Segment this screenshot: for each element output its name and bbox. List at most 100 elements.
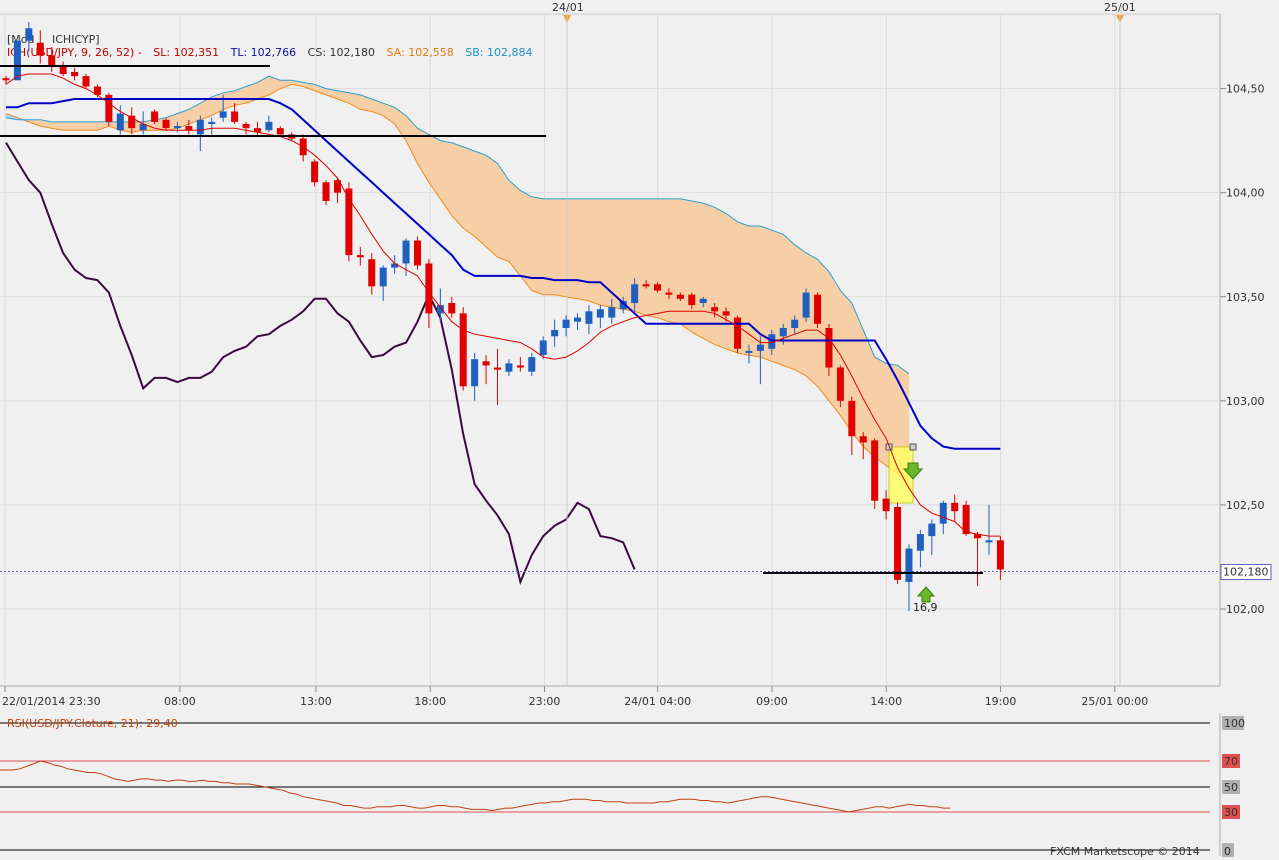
candle[interactable] xyxy=(368,253,376,295)
candle[interactable] xyxy=(642,280,650,289)
candle[interactable] xyxy=(928,519,936,555)
candle[interactable] xyxy=(539,336,547,360)
rsi-plot-area[interactable] xyxy=(0,713,1220,856)
candle[interactable] xyxy=(356,246,364,266)
candle[interactable] xyxy=(905,544,913,612)
header-cs: CS: 102,180 xyxy=(308,46,375,59)
candle-body xyxy=(848,400,856,437)
candle-body xyxy=(699,298,707,304)
candle[interactable] xyxy=(13,40,21,81)
rsi-tag-100 xyxy=(1222,716,1244,730)
candle[interactable] xyxy=(231,103,239,124)
cloud-segment xyxy=(85,121,98,131)
candle[interactable] xyxy=(493,348,501,405)
candle[interactable] xyxy=(574,313,581,331)
candle[interactable] xyxy=(699,296,707,308)
candle[interactable] xyxy=(734,315,742,353)
candle[interactable] xyxy=(413,236,421,270)
candle[interactable] xyxy=(25,22,33,52)
candle[interactable] xyxy=(916,529,924,568)
candle[interactable] xyxy=(208,117,216,135)
candle[interactable] xyxy=(894,502,902,585)
candle[interactable] xyxy=(711,303,719,318)
candle[interactable] xyxy=(128,107,136,135)
candle[interactable] xyxy=(162,117,170,131)
candle-body xyxy=(185,126,193,131)
candle[interactable] xyxy=(379,265,387,301)
candle[interactable] xyxy=(322,180,330,206)
candle[interactable] xyxy=(802,288,810,322)
candle[interactable] xyxy=(996,536,1004,580)
candle[interactable] xyxy=(882,490,890,520)
candle[interactable] xyxy=(654,282,662,293)
candle[interactable] xyxy=(311,159,319,187)
candle-body xyxy=(59,65,67,75)
highlight-handle-right[interactable] xyxy=(909,443,917,451)
candle[interactable] xyxy=(871,438,879,510)
candle[interactable] xyxy=(459,307,467,391)
candle[interactable] xyxy=(448,296,456,318)
price-axis[interactable] xyxy=(1220,14,1279,686)
candle[interactable] xyxy=(631,278,639,312)
candle[interactable] xyxy=(951,494,959,522)
candle[interactable] xyxy=(105,92,113,127)
candle[interactable] xyxy=(745,344,753,364)
senkou-span-a-line[interactable] xyxy=(5,83,910,481)
cloud-segment xyxy=(657,198,670,323)
candle[interactable] xyxy=(139,111,147,135)
candle[interactable] xyxy=(471,352,479,401)
candle[interactable] xyxy=(36,30,44,64)
candle-body xyxy=(539,340,547,356)
candle[interactable] xyxy=(825,323,833,376)
candle[interactable] xyxy=(345,182,353,262)
candle[interactable] xyxy=(505,359,513,376)
candle[interactable] xyxy=(196,115,204,152)
candle[interactable] xyxy=(242,121,250,135)
candle[interactable] xyxy=(619,296,627,314)
candle[interactable] xyxy=(528,352,536,376)
candle[interactable] xyxy=(859,432,867,460)
candle-body xyxy=(425,263,433,314)
candle[interactable] xyxy=(848,396,856,455)
candle[interactable] xyxy=(676,292,684,301)
candle[interactable] xyxy=(71,67,79,81)
candle[interactable] xyxy=(596,305,604,328)
candle[interactable] xyxy=(253,121,261,137)
candle-body xyxy=(356,255,364,258)
candle[interactable] xyxy=(665,288,673,299)
candle[interactable] xyxy=(516,357,524,372)
candle[interactable] xyxy=(185,119,193,135)
candle[interactable] xyxy=(756,336,764,385)
candle[interactable] xyxy=(59,61,67,77)
candle[interactable] xyxy=(82,74,90,89)
candle[interactable] xyxy=(151,109,159,124)
candle[interactable] xyxy=(608,298,616,324)
candle[interactable] xyxy=(791,315,799,335)
candle[interactable] xyxy=(562,315,570,337)
candle[interactable] xyxy=(985,504,993,555)
candle[interactable] xyxy=(333,178,341,204)
cloud-segment xyxy=(462,146,475,237)
candle[interactable] xyxy=(48,46,56,72)
candle[interactable] xyxy=(688,292,696,310)
candle[interactable] xyxy=(2,76,10,85)
candle[interactable] xyxy=(585,305,593,335)
kijun-sen-line[interactable] xyxy=(6,98,1001,450)
candle[interactable] xyxy=(836,365,844,408)
candle[interactable] xyxy=(482,355,490,385)
price-tick-label: 104,00 xyxy=(1226,187,1265,200)
candle[interactable] xyxy=(425,259,433,328)
candle[interactable] xyxy=(962,500,970,537)
candle[interactable] xyxy=(436,288,444,322)
candle[interactable] xyxy=(551,319,559,347)
candle[interactable] xyxy=(116,105,124,135)
candle[interactable] xyxy=(814,292,822,328)
candle[interactable] xyxy=(265,115,273,133)
time-tick-label: 14:00 xyxy=(870,695,902,708)
candle[interactable] xyxy=(391,255,399,274)
candle[interactable] xyxy=(276,126,284,137)
chikou-span-line[interactable] xyxy=(5,142,636,586)
candle-body xyxy=(93,86,101,95)
tenkan-sen-line[interactable] xyxy=(5,73,1001,537)
candle[interactable] xyxy=(974,531,982,587)
